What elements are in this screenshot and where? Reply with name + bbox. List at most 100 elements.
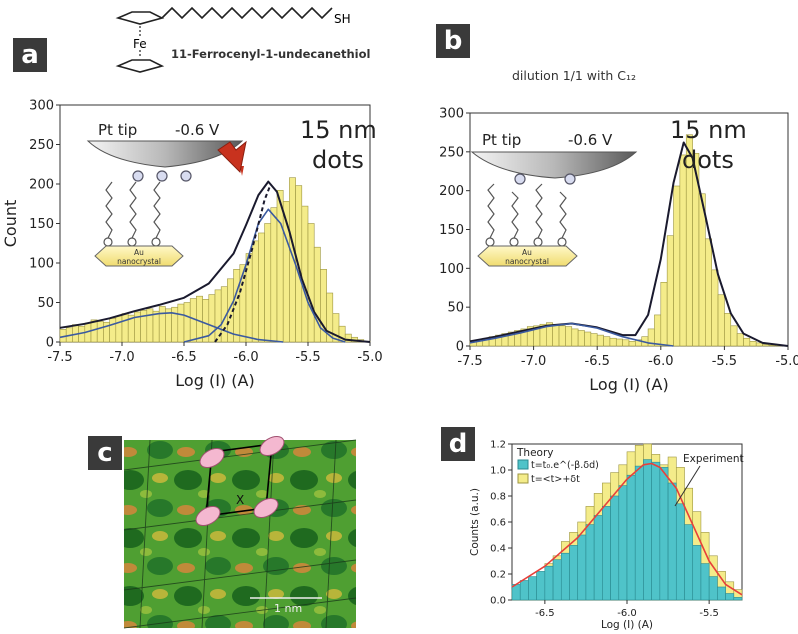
panel-label-c: c xyxy=(88,436,122,470)
cp-ring-top xyxy=(115,11,165,25)
fit-curve-b-1 xyxy=(469,322,674,347)
x-tick-label-b-2: -6.5 xyxy=(585,354,610,369)
bar-theory-15 xyxy=(634,465,644,601)
bar-b-19 xyxy=(590,333,598,347)
y-tick-label-b-2: 100 xyxy=(439,262,464,277)
dots-size-label-b: 15 nm xyxy=(670,116,747,144)
junction-inset-a: Pt tip -0.6 V Au nanocrystal 15 nm dots xyxy=(86,116,377,267)
bar-b-46 xyxy=(762,344,770,347)
bar-theory-11 xyxy=(602,506,611,601)
bar-b-16 xyxy=(571,328,579,347)
bar-theory-24 xyxy=(708,576,718,601)
sh-label: SH xyxy=(334,12,351,26)
bar-a-20 xyxy=(183,302,191,343)
x-tick-label-a-2: -6.5 xyxy=(171,350,196,365)
bar-b-17 xyxy=(577,330,585,347)
bar-b-14 xyxy=(558,325,566,347)
bar-a-41 xyxy=(313,246,321,343)
x-tick-label-a-3: -6.0 xyxy=(233,350,258,365)
bar-b-38 xyxy=(711,269,719,347)
bar-b-24 xyxy=(622,339,630,347)
x-tick-label-a-1: -7.0 xyxy=(109,350,134,365)
bar-theory-25 xyxy=(717,586,726,601)
bar-theory-4 xyxy=(544,565,554,601)
bar-a-19 xyxy=(177,303,185,343)
y-tick-label-d-6: 1.2 xyxy=(490,440,506,451)
bar-theory-27 xyxy=(733,597,743,601)
bar-a-33 xyxy=(264,223,272,343)
y-axis-label-a: Count xyxy=(1,200,20,248)
molecule-diagram: Fe SH 11-Ferrocenyl-1-undecanethiol xyxy=(115,6,370,73)
bar-theory-8 xyxy=(577,534,587,601)
stm-image xyxy=(124,440,356,628)
bar-a-28 xyxy=(233,269,241,343)
y-tick-label-d-5: 1.0 xyxy=(490,466,506,477)
bar-a-32 xyxy=(258,232,265,343)
bar-theory-23 xyxy=(700,563,710,601)
bar-b-25 xyxy=(628,341,636,347)
bar-b-30 xyxy=(660,282,668,347)
bar-theory-22 xyxy=(692,545,702,601)
fit-curve-a-2 xyxy=(183,208,346,343)
bar-b-39 xyxy=(717,294,725,347)
bar-a-6 xyxy=(96,321,104,343)
bar-b-40 xyxy=(724,313,732,347)
bar-a-40 xyxy=(307,223,315,343)
fit-curve-a-0 xyxy=(59,180,371,343)
x-tick-label-d-0: -6.5 xyxy=(535,608,555,619)
y-tick-label-d-3: 0.6 xyxy=(490,518,506,529)
bar-theory-13 xyxy=(618,485,628,601)
bar-a-14 xyxy=(146,308,154,343)
y-tick-label-b-4: 200 xyxy=(439,184,464,199)
cp-ring-bottom xyxy=(115,59,165,73)
bar-a-35 xyxy=(276,190,284,343)
bar-a-31 xyxy=(251,240,259,343)
bar-theory-2 xyxy=(528,576,537,601)
bar-b-18 xyxy=(584,331,592,347)
bar-b-41 xyxy=(730,325,738,347)
fit-curve-a-3 xyxy=(214,183,272,343)
alkyl-chain xyxy=(161,6,333,20)
histogram-panel-d: -6.5 -6.0 -5.5 0.0 0.2 0.4 0.6 0.8 1.0 1.2 Log (I)… xyxy=(469,440,744,632)
y-tick-label-a-5: 250 xyxy=(29,138,54,153)
bar-b-21 xyxy=(603,336,611,347)
au-label-a: Au xyxy=(134,248,144,257)
x-tick-label-b-0: -7.5 xyxy=(457,354,482,369)
fe-label: Fe xyxy=(133,37,147,51)
x-tick-label-b-3: -6.0 xyxy=(648,354,673,369)
bar-b-15 xyxy=(565,326,573,347)
molecule-name: 11-Ferrocenyl-1-undecanethiol xyxy=(171,47,370,61)
y-tick-label-d-0: 0.0 xyxy=(490,596,506,607)
pt-tip-shape-b xyxy=(470,151,638,179)
bar-b-23 xyxy=(615,338,623,347)
scale-bar-label: 1 nm xyxy=(274,602,302,615)
bar-theory-5 xyxy=(552,559,562,601)
bar-a-8 xyxy=(109,317,117,343)
voltage-label-b: -0.6 V xyxy=(568,131,613,149)
au-label-b: Au xyxy=(522,248,532,257)
dots-label-b: dots xyxy=(682,146,734,174)
bar-b-36 xyxy=(698,193,706,347)
nanocrystal-label-a: nanocrystal xyxy=(117,257,161,266)
bar-b-42 xyxy=(736,333,744,347)
bar-a-10 xyxy=(121,313,129,343)
y-tick-label-b-5: 250 xyxy=(439,145,464,160)
pt-tip-label-b: Pt tip xyxy=(482,131,521,149)
bar-theory-20 xyxy=(675,503,685,601)
bar-theory-17 xyxy=(651,461,661,601)
bar-b-29 xyxy=(654,314,662,347)
bar-theory-9 xyxy=(585,524,595,601)
y-tick-label-b-3: 150 xyxy=(439,223,464,238)
y-tick-label-d-1: 0.2 xyxy=(490,570,506,581)
y-tick-label-d-2: 0.4 xyxy=(490,544,506,555)
x-axis-label-b: Log (I) (A) xyxy=(589,375,668,394)
bar-a-15 xyxy=(152,310,160,343)
bar-theory-18 xyxy=(659,467,669,601)
junction-inset-b: Pt tip -0.6 V Au nanocrystal 15 nm dots xyxy=(470,116,747,267)
x-tick-label-b-1: -7.0 xyxy=(521,354,546,369)
y-tick-label-d-4: 0.8 xyxy=(490,492,506,503)
bar-a-22 xyxy=(196,295,203,343)
legend-label-1: t=<t>+δt xyxy=(531,474,580,485)
x-tick-label-d-2: -5.5 xyxy=(699,608,719,619)
pt-tip-label: Pt tip xyxy=(98,121,137,139)
